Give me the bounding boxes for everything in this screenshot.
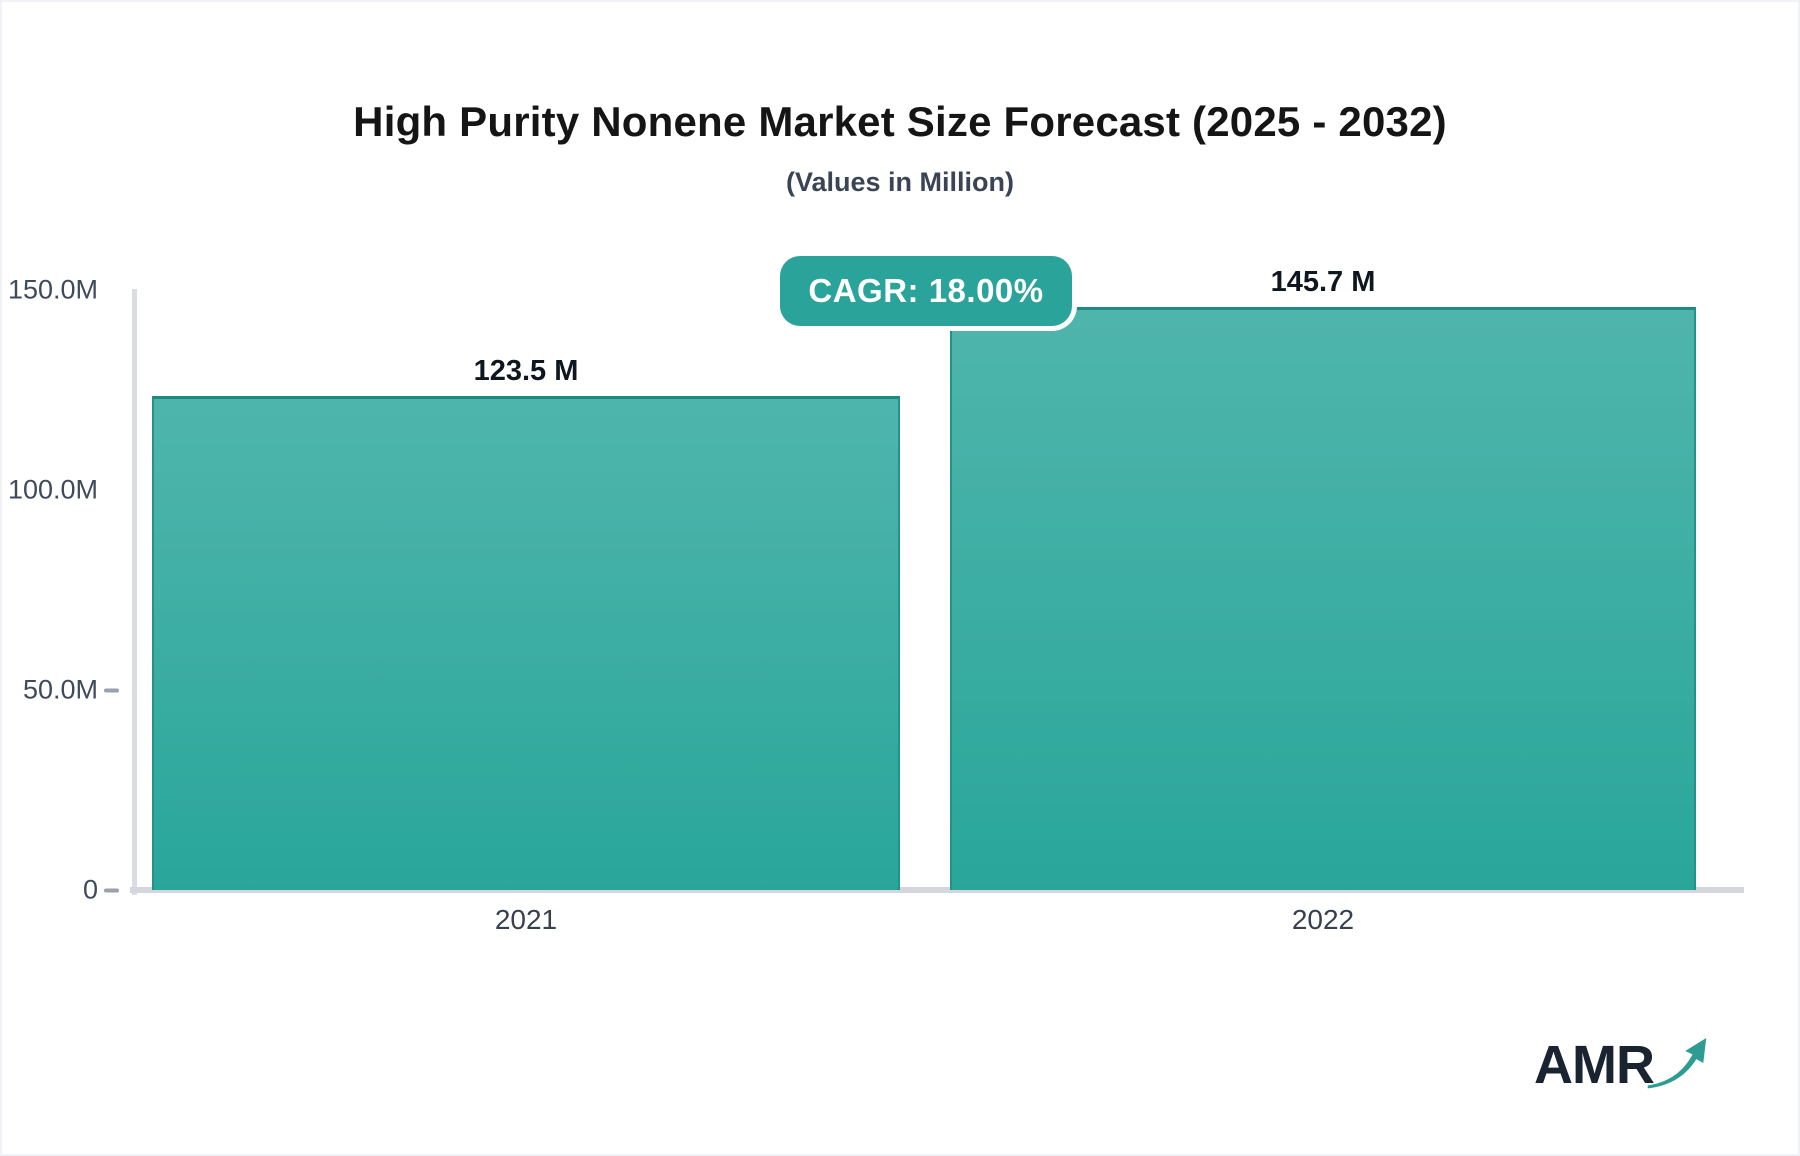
bar-value-label-2022: 145.7 M	[1270, 266, 1376, 298]
chart-title: High Purity Nonene Market Size Forecast …	[353, 98, 1447, 145]
y-axis-line	[132, 289, 137, 895]
bar-group-2021: 123.5 M 2021	[152, 2, 900, 1154]
tick-mark	[104, 688, 119, 692]
x-axis-line	[130, 887, 1744, 893]
y-tick-label: 50.0M	[22, 674, 98, 705]
cagr-badge: CAGR: 18.00%	[780, 256, 1072, 326]
y-axis-tick-100: 100.0M	[2, 475, 98, 506]
bar-2021[interactable]	[152, 396, 900, 890]
x-axis-label-2021: 2021	[494, 904, 558, 935]
tick-mark	[104, 888, 119, 892]
y-tick-label: 100.0M	[7, 474, 98, 505]
growth-arrow-icon	[1647, 1038, 1707, 1089]
y-tick-label: 150.0M	[7, 274, 98, 305]
y-axis-tick-150: 150.0M	[2, 275, 98, 306]
x-axis-label-2022: 2022	[1291, 904, 1355, 935]
chart-subtitle: (Values in Million)	[785, 167, 1015, 197]
y-tick-label: 0	[82, 874, 98, 905]
amr-logo-text: AMR	[1534, 1035, 1655, 1095]
y-axis-tick-0: 0	[2, 874, 119, 906]
bar-value-label-2021: 123.5 M	[473, 355, 579, 387]
bar-group-2022: 145.7 M 2022	[950, 2, 1696, 1154]
y-axis-tick-50: 50.0M	[2, 674, 119, 706]
bar-2022[interactable]	[950, 307, 1696, 890]
cagr-badge-label: CAGR: 18.00%	[808, 272, 1044, 309]
amr-logo: AMR	[1534, 1038, 1708, 1092]
